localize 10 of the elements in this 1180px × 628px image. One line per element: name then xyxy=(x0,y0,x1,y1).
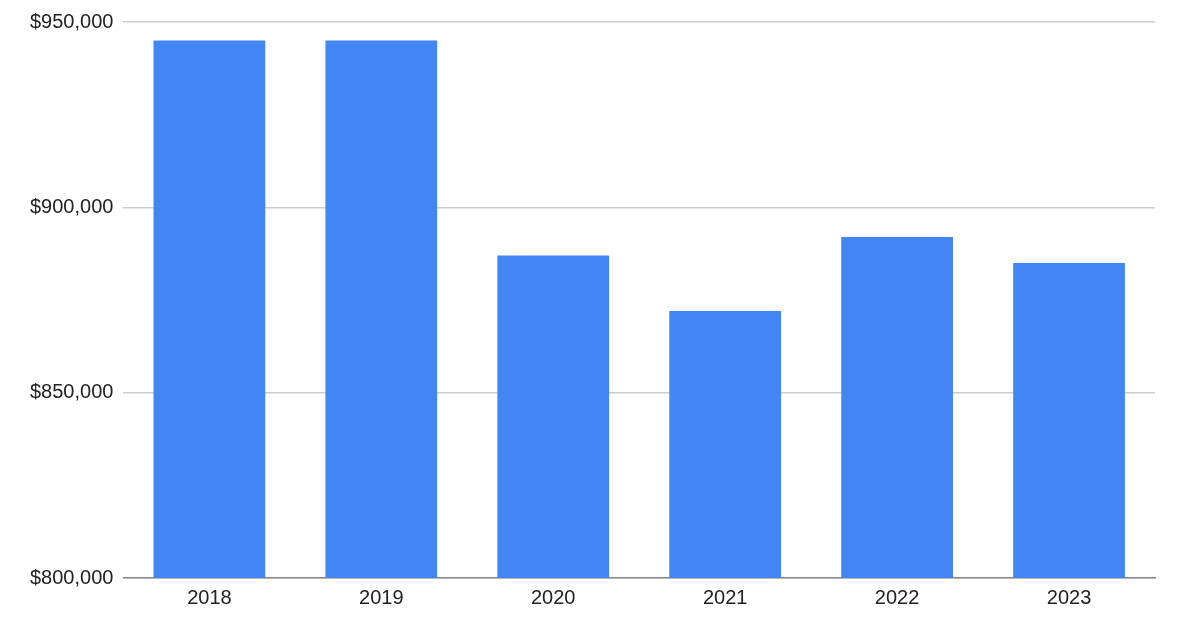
y-tick-label: $850,000 xyxy=(30,380,114,403)
x-tick-label: 2018 xyxy=(187,585,232,608)
x-tick-label: 2019 xyxy=(359,585,404,608)
y-tick-label: $800,000 xyxy=(30,565,114,588)
x-tick-label: 2020 xyxy=(530,585,576,608)
x-tick-label: 2023 xyxy=(1046,585,1092,608)
x-tick-label: 2022 xyxy=(874,585,920,608)
y-tick-label: $900,000 xyxy=(30,194,114,217)
y-tick-label: $950,000 xyxy=(30,9,114,32)
x-tick-label: 2021 xyxy=(702,585,748,608)
